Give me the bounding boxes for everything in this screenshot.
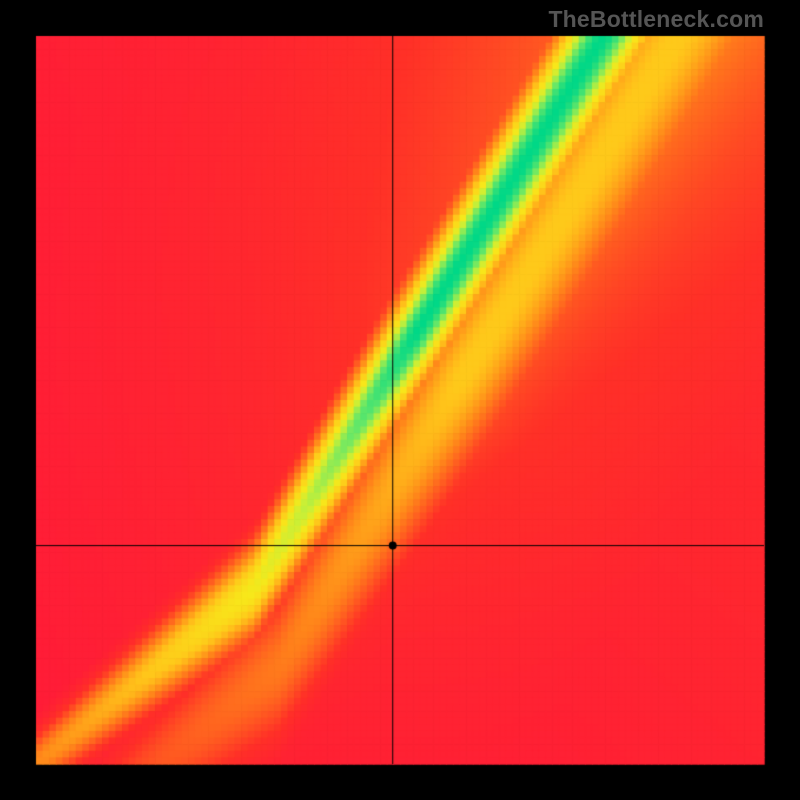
watermark-text: TheBottleneck.com [548, 6, 764, 33]
chart-container: TheBottleneck.com [0, 0, 800, 800]
bottleneck-heatmap [0, 0, 800, 800]
